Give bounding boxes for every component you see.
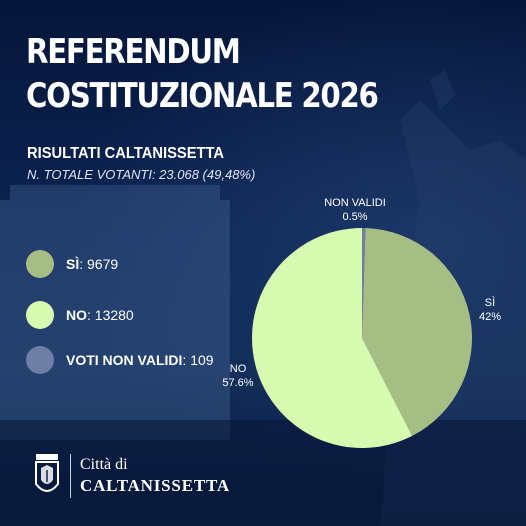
legend-label-si: SÌ	[66, 256, 80, 272]
city-crest-icon	[35, 454, 59, 492]
total-voters: N. TOTALE VOTANTI: 23.068 (49,48%)	[27, 167, 256, 182]
footer: Città di CALTANISSETTA	[32, 452, 230, 500]
legend-item-si: SÌ: 9679	[26, 250, 118, 278]
legend-swatch-no	[26, 301, 54, 329]
legend-swatch-non-validi	[26, 346, 54, 374]
legend-label-no: NO	[66, 307, 87, 323]
slice-label-non-validi: NON VALIDI 0.5%	[324, 197, 386, 223]
legend-value-non-validi: 109	[190, 352, 214, 368]
slice-label-no: NO 57.6%	[222, 363, 253, 389]
footer-divider	[70, 454, 71, 498]
legend-item-non-validi: VOTI NON VALIDI: 109	[26, 346, 214, 374]
legend-label-non-validi: VOTI NON VALIDI	[66, 352, 183, 368]
footer-city-label: Città di	[80, 456, 128, 473]
page-title: REFERENDUM COSTITUZIONALE 2026	[26, 30, 379, 118]
legend-value-no: 13280	[94, 307, 134, 323]
slice-label-s-: SÌ 42%	[479, 296, 501, 323]
title-line-2: COSTITUZIONALE 2026	[26, 76, 379, 116]
subtitle: RISULTATI CALTANISSETTA	[27, 145, 225, 162]
pie-slice-non-validi	[362, 227, 366, 338]
legend-item-no: NO: 13280	[26, 301, 134, 329]
footer-city-name: CALTANISSETTA	[80, 476, 230, 495]
legend-swatch-si	[26, 250, 54, 278]
pie-slice-no	[252, 228, 413, 448]
title-line-1: REFERENDUM	[26, 32, 241, 72]
legend-value-si: 9679	[87, 256, 119, 272]
pie-slice-s-	[362, 228, 473, 436]
